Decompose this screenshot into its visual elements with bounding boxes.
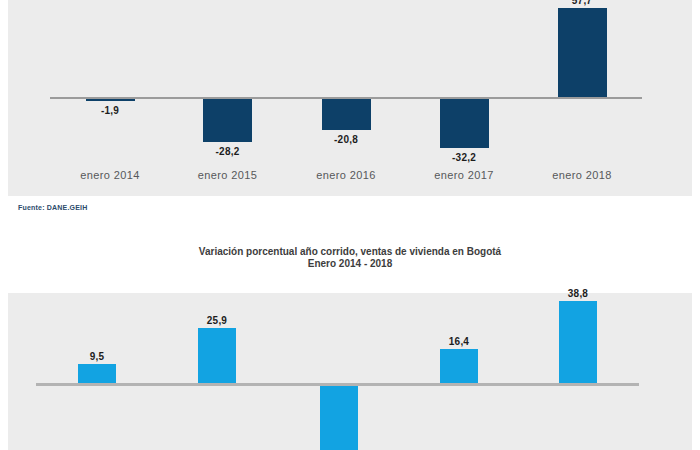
top-chart-panel: -1,9 enero 2014 -28,2 enero 2015 -20,8 enero … <box>8 0 692 196</box>
category-label: enero 2015 <box>168 169 288 181</box>
bottom-chart-title-line1: Variación porcentual año corrido, ventas… <box>0 246 700 258</box>
bar <box>558 8 607 98</box>
value-label: -28,2 <box>188 146 268 157</box>
bottom-chart-panel: 9,525,916,438,8 <box>8 293 692 450</box>
bar <box>440 349 478 384</box>
bottom-chart-axis-line <box>36 383 639 386</box>
category-label: enero 2018 <box>522 169 642 181</box>
value-label: 25,9 <box>177 315 257 326</box>
bar <box>320 384 358 450</box>
bar <box>322 98 371 130</box>
bottom-chart-title: Variación porcentual año corrido, ventas… <box>0 246 700 269</box>
source-note: Fuente: DANE.GEIH <box>18 204 88 211</box>
bar <box>198 328 236 384</box>
value-label: -20,8 <box>306 134 386 145</box>
value-label: -1,9 <box>70 105 150 116</box>
category-label: enero 2017 <box>404 169 524 181</box>
value-label: 9,5 <box>57 351 137 362</box>
bar <box>78 364 116 384</box>
value-label: -32,2 <box>424 152 504 163</box>
bar <box>203 98 252 142</box>
category-label: enero 2016 <box>286 169 406 181</box>
value-label: 16,4 <box>419 336 499 347</box>
value-label: 57,7 <box>542 0 622 6</box>
value-label: 38,8 <box>538 288 618 299</box>
bar <box>559 301 597 384</box>
category-label: enero 2014 <box>50 169 170 181</box>
bottom-chart-title-line2: Enero 2014 - 2018 <box>0 258 700 270</box>
bar <box>440 98 489 148</box>
top-chart-axis-line <box>50 97 642 99</box>
document-page: -1,9 enero 2014 -28,2 enero 2015 -20,8 enero … <box>0 0 700 450</box>
